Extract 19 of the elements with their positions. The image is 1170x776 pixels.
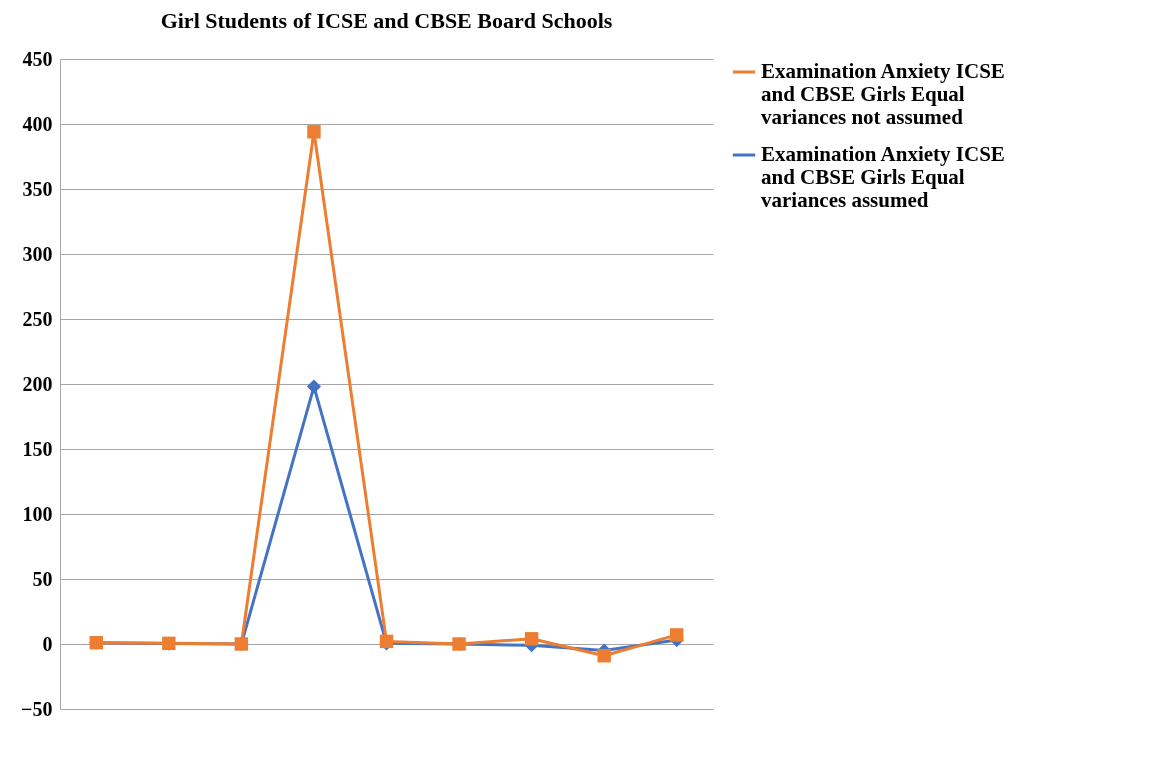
legend-label: Examination Anxiety ICSE and CBSE Girls Equal variances assumed: [761, 142, 1005, 212]
y-tick-label: 300: [22, 242, 53, 265]
y-tick-label: 200: [22, 372, 53, 395]
y-tick-label: 400: [22, 112, 53, 135]
y-tick-label: 250: [22, 307, 53, 330]
y-tick-label: 100: [22, 502, 53, 525]
point: [306, 379, 322, 394]
point: [597, 648, 611, 663]
point: [307, 125, 321, 139]
chart-title: Girl Students of ICSE and CBSE Board Schools: [160, 8, 613, 33]
y-tick-label: 0: [42, 632, 53, 655]
y-tick-label: 50: [32, 567, 53, 590]
legend-label: Examination Anxiety ICSE and CBSE Girls Equal variances not assumed: [761, 59, 1005, 129]
point: [524, 632, 539, 646]
point: [670, 628, 684, 642]
y-tick-label: 350: [22, 177, 53, 200]
y-tick-label: 150: [22, 437, 53, 460]
y-tick-label: −50: [21, 697, 53, 720]
y-tick-label: 450: [22, 47, 53, 70]
